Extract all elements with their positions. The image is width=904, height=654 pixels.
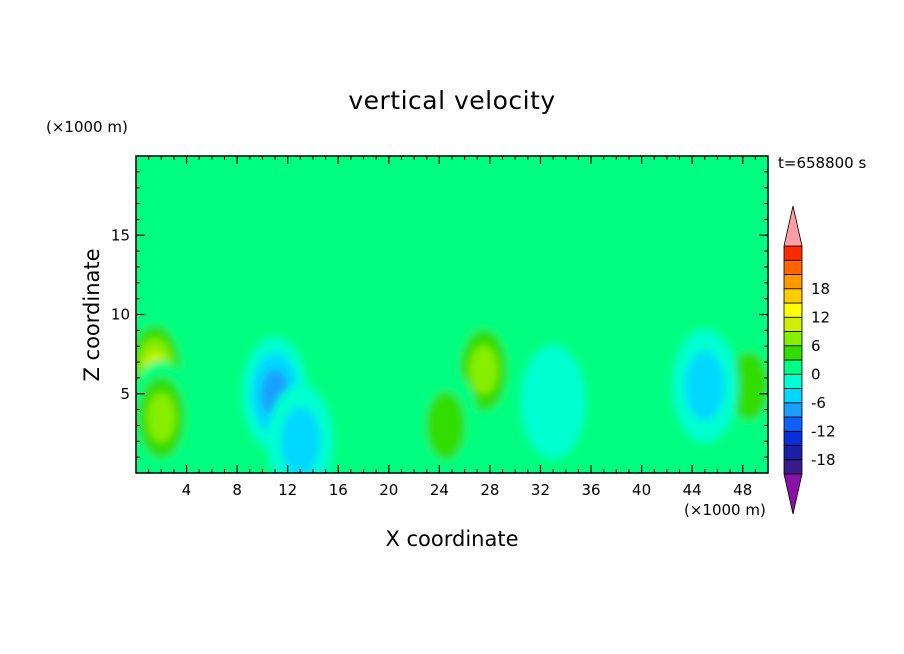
y-tick-label: 10 — [111, 306, 130, 324]
y-axis-unit: (×1000 m) — [46, 118, 128, 136]
colorbar-swatch — [783, 373, 803, 389]
colorbar-swatch — [783, 245, 803, 261]
velocity-feature — [494, 162, 561, 277]
colorbar-swatch — [783, 402, 803, 418]
x-axis-unit: (×1000 m) — [684, 501, 766, 519]
colorbar-swatch — [783, 331, 803, 347]
velocity-feature — [520, 344, 586, 459]
x-tick-label: 12 — [278, 481, 297, 499]
velocity-feature — [671, 328, 738, 443]
colorbar-tick-label: 18 — [811, 280, 830, 298]
x-tick-label: 4 — [182, 481, 192, 499]
colorbar-max-arrow — [783, 205, 803, 247]
y-tick-label: 5 — [120, 385, 130, 403]
colorbar-swatch — [783, 430, 803, 446]
x-axis: 4 8 12 16 20 24 28 32 36 40 44 48 — [148, 156, 756, 499]
x-tick-label: 20 — [379, 481, 398, 499]
colorbar-tick-label: 6 — [811, 337, 821, 355]
time-label: t=658800 s — [778, 154, 867, 172]
x-tick-label: 44 — [683, 481, 702, 499]
colorbar-tick-label: -6 — [811, 394, 826, 412]
x-tick-label: 36 — [581, 481, 600, 499]
y-axis: 5 10 15 — [111, 171, 768, 458]
velocity-field — [136, 156, 768, 473]
colorbar-swatch — [783, 274, 803, 290]
colorbar-swatch — [783, 359, 803, 375]
x-tick-label: 40 — [632, 481, 651, 499]
x-tick-label: 24 — [430, 481, 449, 499]
colorbar-tick-label: 12 — [811, 308, 830, 326]
velocity-feature — [412, 368, 479, 473]
colorbar-tick-label: -18 — [811, 451, 836, 469]
colorbar-swatch — [783, 459, 803, 475]
chart-title: vertical velocity — [348, 86, 556, 115]
colorbar-swatch — [783, 288, 803, 304]
colorbar-swatch — [783, 445, 803, 461]
velocity-feature — [330, 170, 397, 285]
colorbar-tick-label: -12 — [811, 422, 836, 440]
colorbar-tick-label: 0 — [811, 365, 821, 383]
colorbar-swatch — [783, 316, 803, 332]
colorbar-swatch — [783, 416, 803, 432]
x-tick-label: 48 — [733, 481, 752, 499]
x-tick-label: 8 — [232, 481, 242, 499]
x-axis-label: X coordinate — [385, 527, 519, 551]
colorbar-min-arrow — [783, 473, 803, 515]
colorbar-swatch — [783, 259, 803, 275]
colorbar-swatch — [783, 345, 803, 361]
x-tick-label: 16 — [329, 481, 348, 499]
x-tick-label: 28 — [480, 481, 499, 499]
colorbar-swatch — [783, 388, 803, 404]
colorbar-swatch — [783, 302, 803, 318]
x-tick-label: 32 — [531, 481, 550, 499]
velocity-feature — [267, 384, 334, 473]
colorbar: 18 12 6 0 -6 -12 -18 — [783, 205, 836, 515]
y-tick-label: 15 — [111, 226, 130, 244]
velocity-feature — [136, 360, 195, 473]
